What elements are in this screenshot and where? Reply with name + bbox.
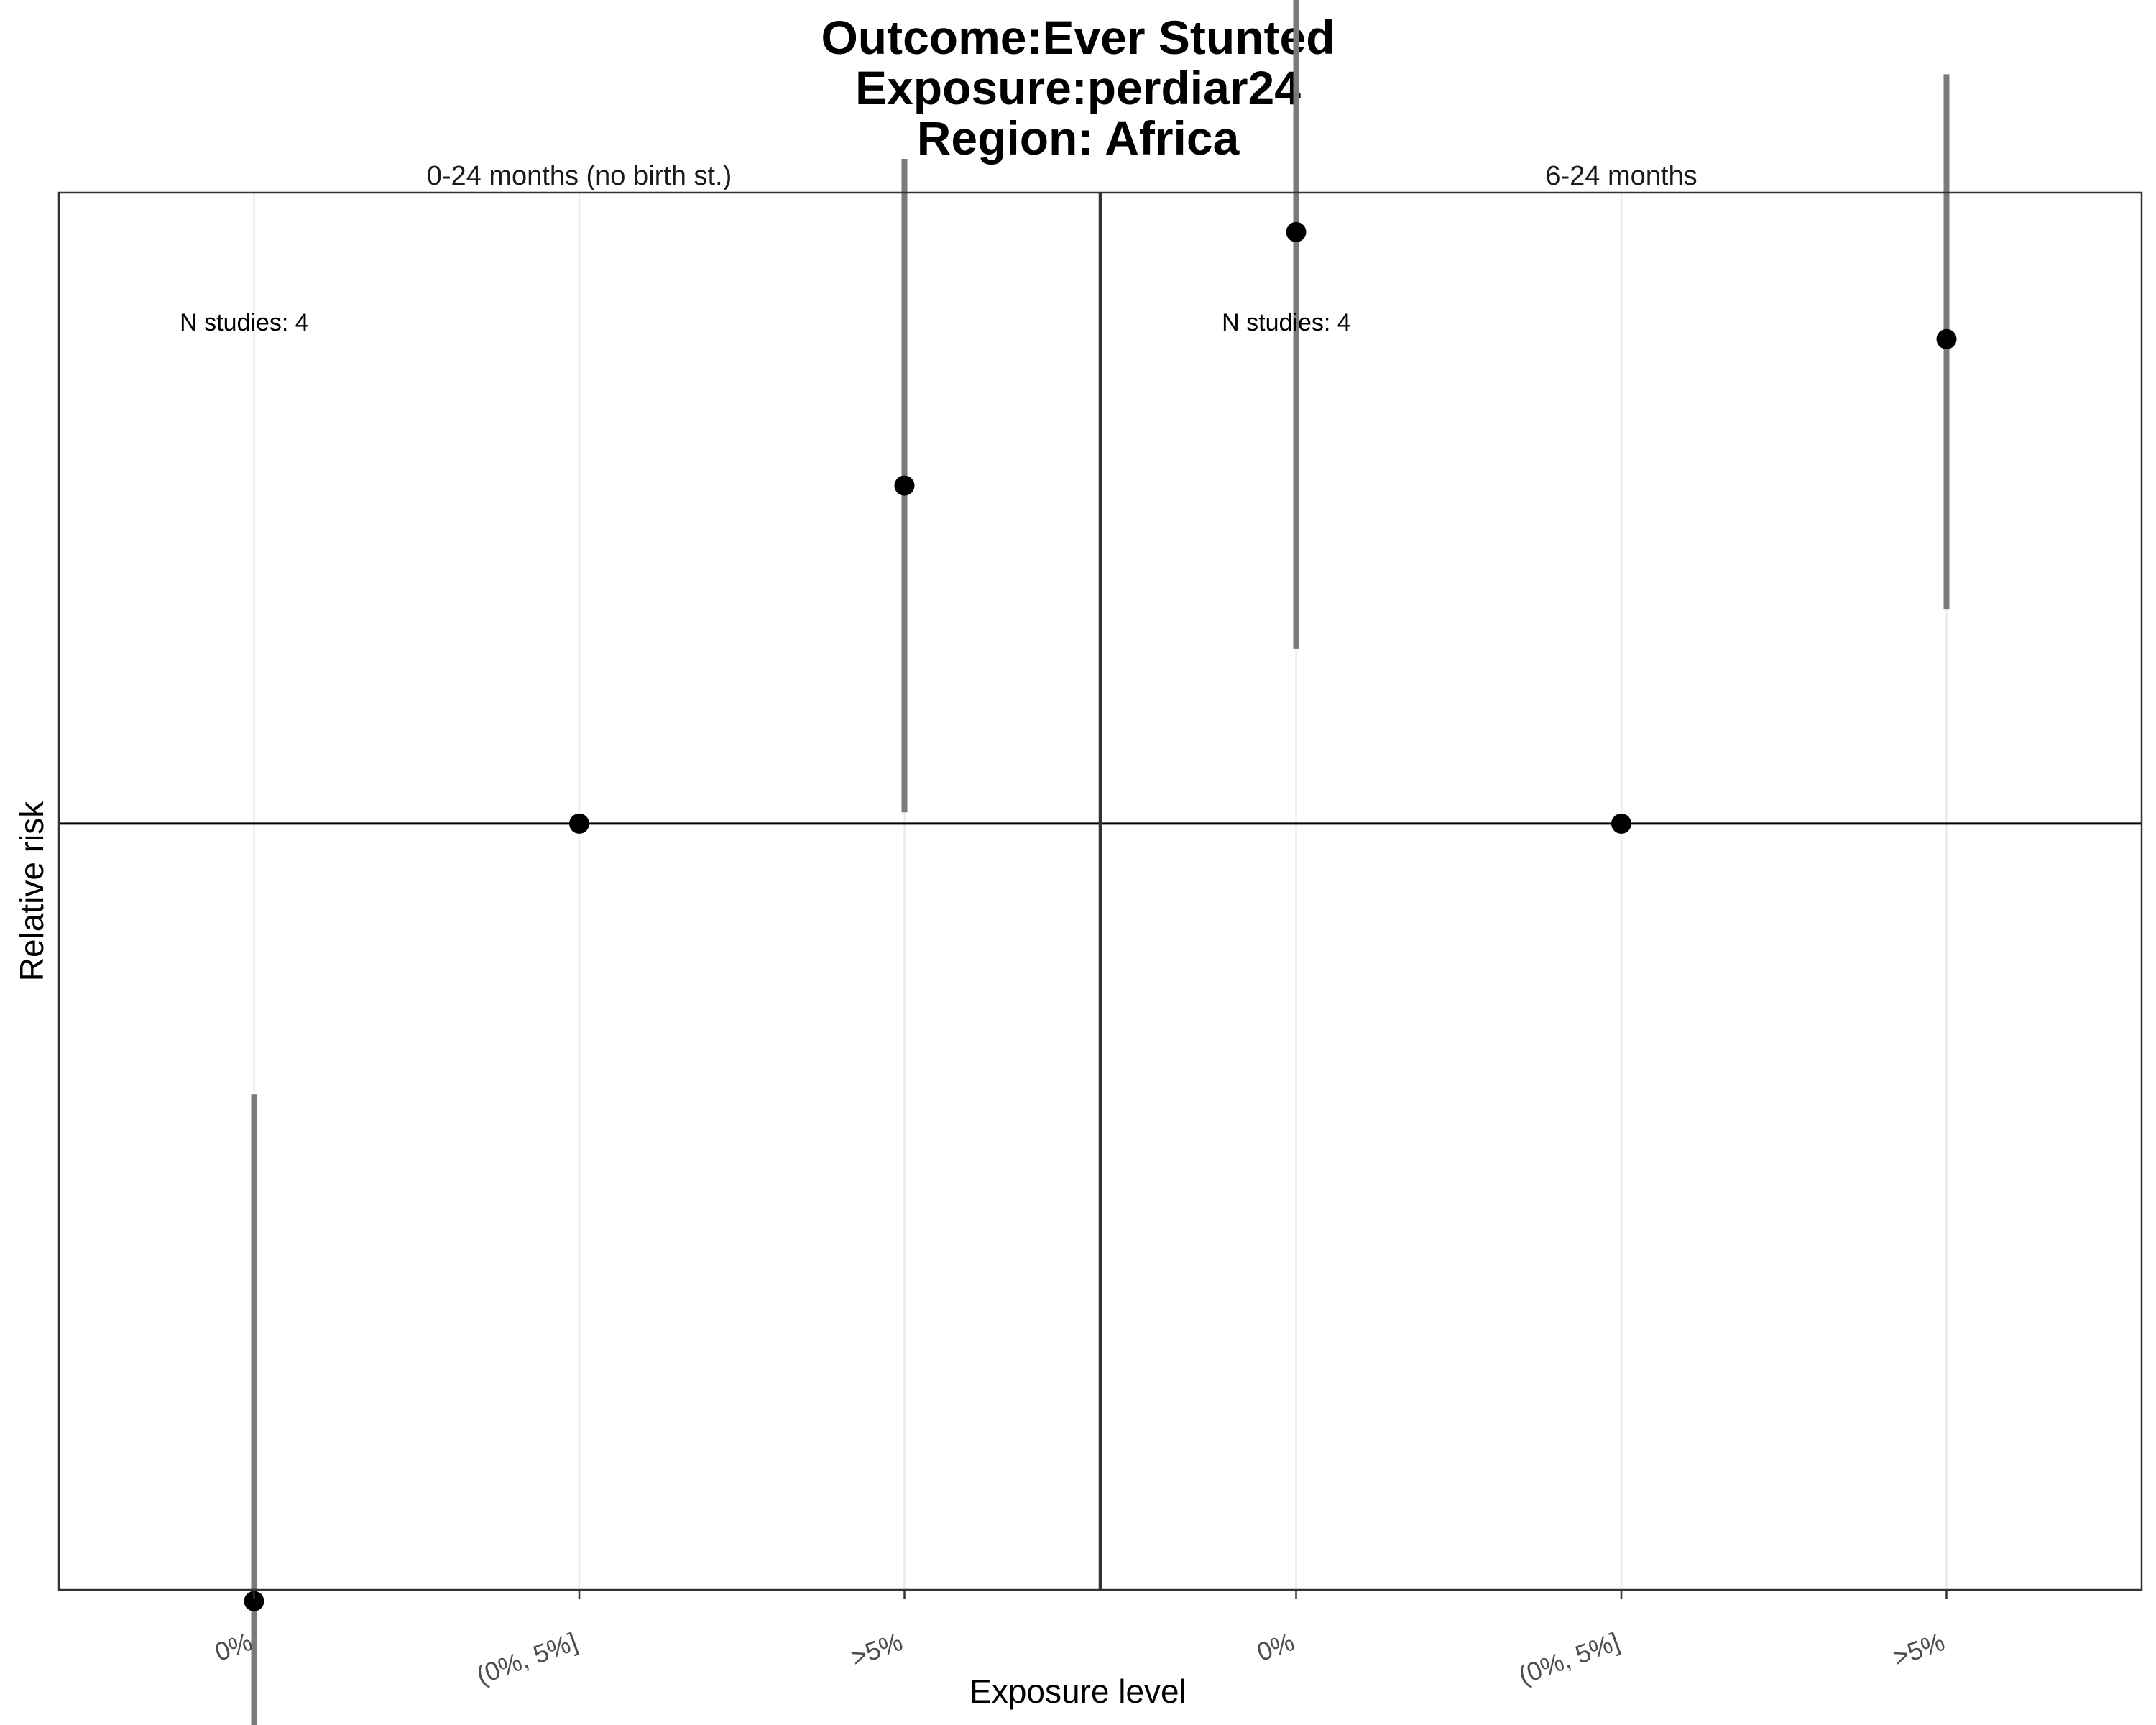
panel-1-estimate-point	[894, 475, 915, 496]
panel-1-n-studies-annotation: N studies: 4	[180, 309, 309, 336]
x-axis-title: Exposure level	[969, 1673, 1187, 1710]
y-axis-title: Relative risk	[13, 801, 50, 982]
panel-2-n-studies-annotation: N studies: 4	[1222, 309, 1351, 336]
panel-2-estimate-point	[1611, 813, 1631, 834]
panel-1-x-tick-label: >5%	[847, 1627, 907, 1673]
panel-1-strip: 0-24 months (no birth st.)	[426, 161, 732, 191]
panel-2-x-tick-label: 0%	[1253, 1627, 1298, 1667]
chart-title-line-1: Outcome:Ever Stunted	[821, 11, 1335, 64]
panel-2-x-tick-label: >5%	[1889, 1627, 1949, 1673]
panel-1-estimate-point	[244, 1591, 264, 1611]
panel-2-estimate-point	[1286, 221, 1307, 242]
panel-2-strip: 6-24 months	[1545, 161, 1697, 191]
panel-2-estimate-point	[1936, 328, 1957, 349]
chart-title-line-3: Region: Africa	[916, 111, 1240, 165]
chart-title-line-2: Exposure:perdiar24	[855, 61, 1301, 114]
panel-1-estimate-point	[569, 813, 589, 834]
panel-1-x-tick-label: 0%	[211, 1627, 256, 1667]
